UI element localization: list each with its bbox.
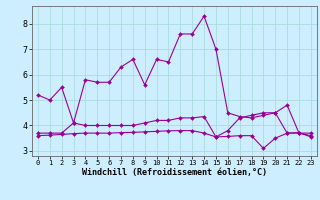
X-axis label: Windchill (Refroidissement éolien,°C): Windchill (Refroidissement éolien,°C) [82,168,267,177]
